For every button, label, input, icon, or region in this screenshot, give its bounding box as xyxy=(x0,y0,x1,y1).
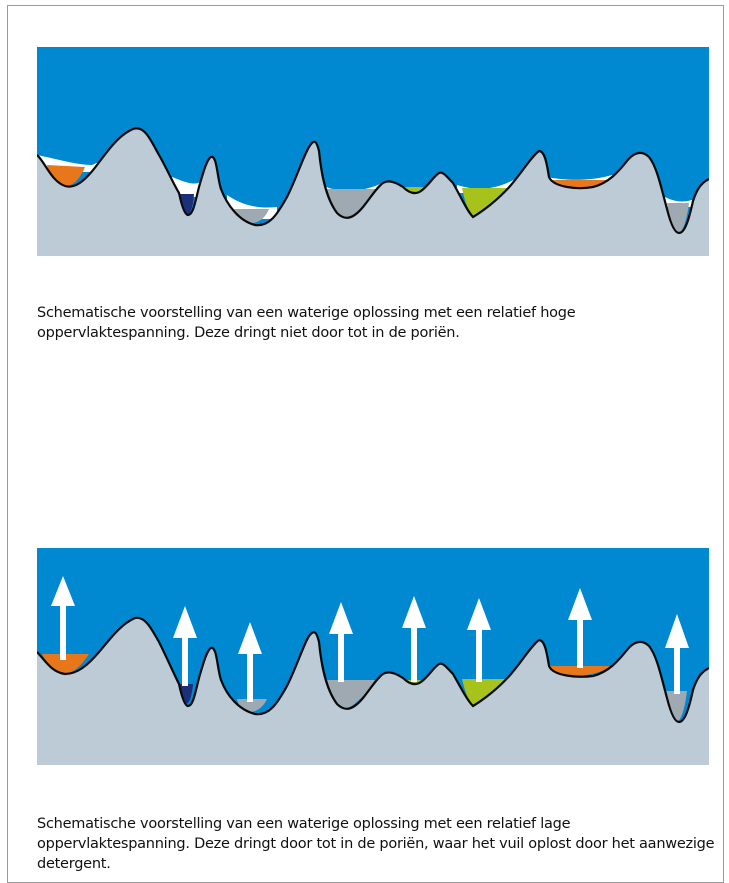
dirt-green xyxy=(462,188,509,217)
up-arrow-icon xyxy=(329,602,353,682)
up-arrow-icon xyxy=(402,596,426,682)
dirt-orange xyxy=(549,666,611,676)
arrow-group xyxy=(51,576,689,702)
up-arrow-icon xyxy=(238,622,262,702)
caption-high-surface-tension: Schematische voorstelling van een wateri… xyxy=(37,304,576,341)
up-arrow-icon xyxy=(568,588,592,668)
caption-low-surface-tension: Schematische voorstelling van een wateri… xyxy=(37,815,715,872)
porous-surface xyxy=(37,617,709,765)
up-arrow-icon xyxy=(173,606,197,686)
up-arrow-icon xyxy=(665,614,689,694)
diagram-top-svg xyxy=(37,47,709,256)
up-arrow-icon xyxy=(51,576,75,660)
diagram-bottom-svg xyxy=(37,548,709,765)
surface-outline xyxy=(37,616,709,724)
diagram-high-surface-tension xyxy=(37,47,709,256)
porous-surface xyxy=(37,128,709,256)
surface-outline xyxy=(37,127,709,235)
dirt-green xyxy=(462,679,507,706)
diagram-low-surface-tension xyxy=(37,548,709,765)
up-arrow-icon xyxy=(467,598,491,682)
